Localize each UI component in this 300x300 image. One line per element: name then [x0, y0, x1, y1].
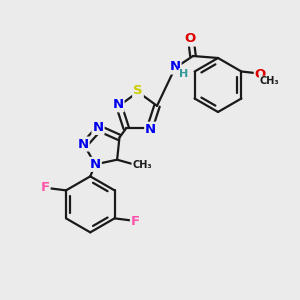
Text: F: F — [131, 215, 140, 228]
Text: N: N — [112, 98, 124, 111]
Text: N: N — [90, 158, 101, 171]
Text: CH₃: CH₃ — [260, 76, 279, 86]
Text: N: N — [145, 123, 156, 136]
Text: S: S — [133, 85, 143, 98]
Text: N: N — [77, 137, 89, 151]
Text: O: O — [255, 68, 266, 81]
Text: N: N — [169, 61, 181, 74]
Text: H: H — [179, 69, 189, 79]
Text: O: O — [184, 32, 196, 46]
Text: CH₃: CH₃ — [132, 160, 152, 170]
Text: F: F — [40, 181, 50, 194]
Text: N: N — [92, 121, 104, 134]
